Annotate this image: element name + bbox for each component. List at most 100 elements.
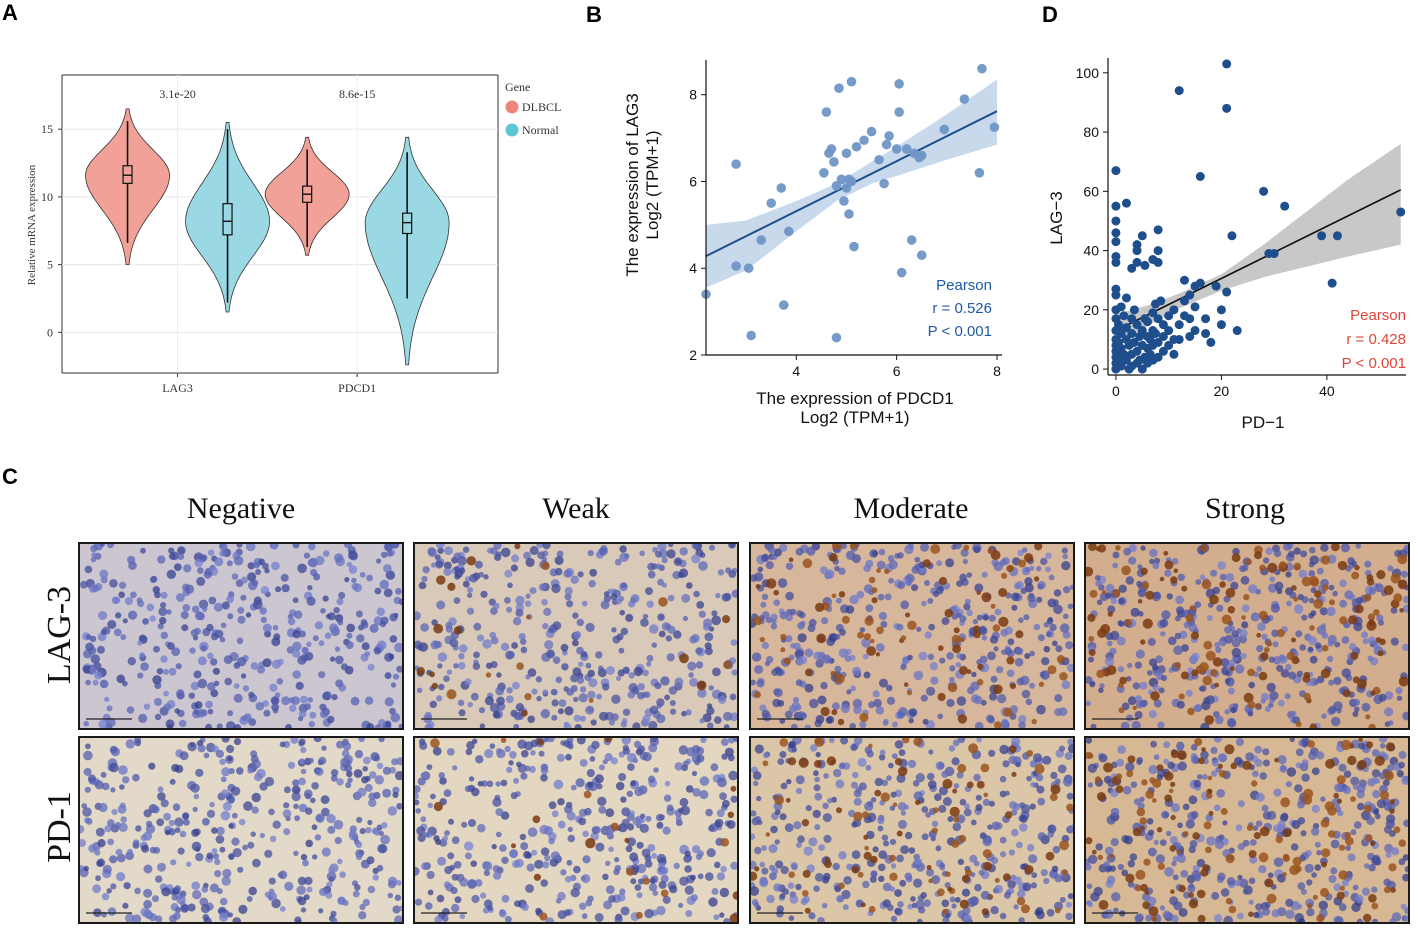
- nucleus: [1326, 606, 1336, 617]
- nucleus: [667, 594, 675, 602]
- nucleus: [248, 691, 255, 698]
- x-tick-label: LAG3: [162, 381, 193, 395]
- nucleus: [84, 786, 91, 793]
- stained-cell: [981, 908, 989, 916]
- data-point: [1127, 263, 1137, 273]
- nucleus: [780, 782, 788, 790]
- data-point: [1158, 346, 1168, 356]
- nucleus: [1157, 721, 1165, 728]
- nucleus: [484, 696, 494, 706]
- nucleus: [1269, 576, 1276, 583]
- nucleus: [330, 910, 337, 917]
- nucleus: [988, 614, 996, 622]
- nucleus: [205, 723, 213, 728]
- nucleus: [95, 827, 105, 837]
- nucleus: [174, 708, 180, 714]
- nucleus: [89, 635, 97, 643]
- stained-cell: [604, 738, 613, 743]
- stained-cell: [1227, 606, 1235, 614]
- stained-cell: [1018, 559, 1027, 568]
- nucleus: [989, 692, 998, 701]
- nucleus: [111, 808, 118, 816]
- nucleus: [450, 886, 458, 895]
- nucleus: [637, 683, 645, 691]
- nucleus: [956, 612, 962, 618]
- nucleus: [657, 613, 665, 622]
- nucleus: [366, 856, 375, 865]
- nucleus: [1295, 630, 1303, 638]
- column-title-weak: Weak: [542, 492, 610, 525]
- nucleus: [318, 640, 325, 647]
- nucleus: [540, 709, 550, 719]
- nucleus: [1286, 767, 1297, 777]
- nucleus: [1047, 824, 1057, 834]
- nucleus: [789, 704, 798, 713]
- stained-cell: [1344, 831, 1352, 839]
- nucleus: [168, 819, 175, 827]
- stained-cell: [1279, 561, 1287, 569]
- nucleus: [239, 715, 249, 725]
- nucleus: [328, 867, 335, 874]
- nucleus: [997, 694, 1007, 704]
- nucleus: [347, 777, 353, 784]
- nucleus: [840, 738, 849, 745]
- nucleus: [1290, 843, 1299, 851]
- nucleus: [886, 775, 892, 781]
- nucleus: [1155, 655, 1163, 664]
- nucleus: [731, 589, 737, 598]
- nucleus: [221, 738, 230, 743]
- stained-cell: [814, 738, 825, 747]
- stained-cell: [1321, 861, 1327, 868]
- stained-cell: [780, 633, 787, 641]
- nucleus: [322, 691, 331, 701]
- nucleus: [345, 782, 352, 789]
- stained-cell: [1034, 544, 1043, 551]
- stained-cell: [1259, 564, 1266, 572]
- nucleus: [88, 844, 97, 853]
- nucleus: [312, 635, 319, 642]
- nucleus: [582, 855, 591, 864]
- nucleus: [928, 780, 937, 789]
- stained-cell: [1320, 555, 1331, 565]
- stained-cell: [1220, 808, 1228, 815]
- nucleus: [448, 818, 454, 825]
- nucleus: [590, 719, 597, 726]
- stained-cell: [1170, 814, 1176, 821]
- stained-cell: [583, 790, 592, 799]
- nucleus: [363, 756, 371, 765]
- nucleus: [1214, 914, 1223, 922]
- stained-cell: [1267, 562, 1278, 573]
- nucleus: [918, 651, 928, 661]
- nucleus: [587, 550, 594, 557]
- ihc-image-pd1-weak: [413, 736, 739, 924]
- nucleus: [183, 819, 190, 826]
- nucleus: [1224, 626, 1232, 634]
- nucleus: [1037, 581, 1046, 590]
- nucleus: [1376, 799, 1386, 809]
- nucleus: [534, 859, 544, 869]
- stained-cell: [831, 759, 836, 765]
- nucleus: [89, 665, 97, 674]
- stained-cell: [751, 871, 758, 881]
- stained-cell: [1225, 587, 1236, 598]
- stained-cell: [1096, 669, 1105, 678]
- nucleus: [157, 786, 164, 793]
- nucleus: [1385, 819, 1395, 829]
- nucleus: [506, 606, 513, 613]
- nucleus: [343, 754, 353, 765]
- nucleus: [990, 906, 999, 915]
- nucleus: [419, 741, 428, 750]
- nucleus: [227, 613, 234, 620]
- nucleus: [795, 547, 804, 556]
- nucleus: [821, 617, 829, 625]
- stained-cell: [1192, 832, 1200, 840]
- nucleus: [757, 819, 763, 826]
- nucleus: [1118, 598, 1125, 605]
- nucleus: [685, 910, 693, 917]
- nucleus: [913, 791, 923, 801]
- nucleus: [639, 550, 645, 557]
- stained-cell: [992, 624, 1001, 632]
- nucleus: [649, 877, 656, 884]
- stained-cell: [931, 827, 938, 834]
- nucleus: [1188, 846, 1196, 854]
